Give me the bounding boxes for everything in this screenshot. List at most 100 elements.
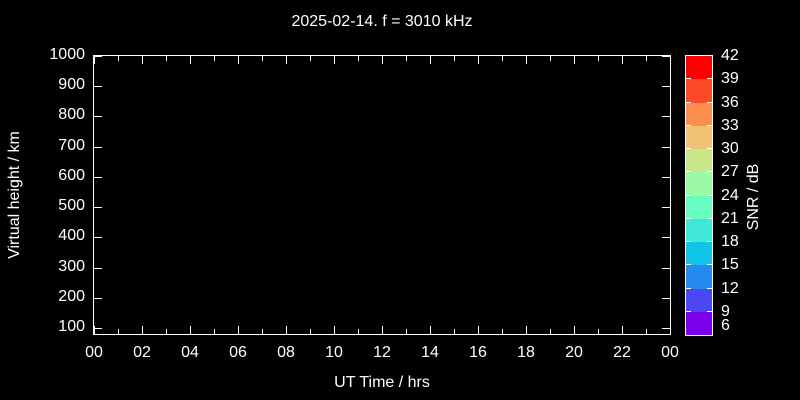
x-axis-tick-bottom: [406, 329, 407, 334]
x-axis-tick-top: [94, 56, 95, 64]
colorbar-tick-left: [686, 241, 691, 242]
y-tick-label: 1000: [49, 46, 85, 63]
colorbar-tick-label: 27: [721, 163, 739, 180]
x-axis-tick-top: [622, 56, 623, 64]
colorbar-tick-label: 30: [721, 140, 739, 157]
x-axis-tick-bottom: [166, 329, 167, 334]
y-axis-tick-left: [94, 207, 102, 208]
x-axis-tick-bottom: [358, 329, 359, 334]
x-tick-label: 10: [325, 344, 343, 361]
colorbar-segment: [686, 102, 712, 126]
colorbar-tick-left: [686, 78, 691, 79]
x-axis-tick-top: [262, 56, 263, 61]
colorbar-tick-left: [686, 171, 691, 172]
y-axis-tick-left: [94, 86, 102, 87]
colorbar-segment: [686, 125, 712, 149]
x-axis-tick-top: [190, 56, 191, 64]
x-axis-tick-top: [478, 56, 479, 64]
x-tick-label: 00: [661, 344, 679, 361]
x-axis-tick-top: [670, 56, 671, 64]
x-tick-label: 08: [277, 344, 295, 361]
x-axis-tick-bottom: [670, 326, 671, 334]
y-axis-tick-left: [94, 298, 102, 299]
x-axis-tick-bottom: [262, 329, 263, 334]
x-tick-label: 22: [613, 344, 631, 361]
colorbar-tick-right: [707, 218, 712, 219]
x-axis-tick-top: [430, 56, 431, 64]
colorbar-segment: [686, 242, 712, 266]
y-axis-tick-left: [94, 56, 102, 57]
y-axis-tick-left: [94, 268, 102, 269]
x-axis-tick-top: [142, 56, 143, 64]
y-axis-tick-right: [662, 116, 670, 117]
y-tick-label: 600: [58, 167, 85, 184]
x-tick-label: 20: [565, 344, 583, 361]
y-tick-label: 900: [58, 76, 85, 93]
x-axis-tick-bottom: [190, 326, 191, 334]
colorbar-tick-right: [707, 102, 712, 103]
colorbar-tick-left: [686, 148, 691, 149]
colorbar-tick-label: 33: [721, 117, 739, 134]
y-axis-tick-left: [94, 237, 102, 238]
y-axis-tick-right: [662, 328, 670, 329]
x-axis-tick-top: [382, 56, 383, 64]
colorbar-tick-left: [686, 264, 691, 265]
y-axis-tick-right: [662, 268, 670, 269]
colorbar-tick-right: [707, 311, 712, 312]
x-axis-tick-bottom: [214, 329, 215, 334]
colorbar-segment: [686, 218, 712, 242]
x-axis-tick-bottom: [238, 326, 239, 334]
colorbar-tick-right: [707, 125, 712, 126]
colorbar-tick-label: 24: [721, 187, 739, 204]
colorbar-tick-right: [707, 148, 712, 149]
x-axis-tick-top: [118, 56, 119, 61]
x-axis-tick-bottom: [430, 326, 431, 334]
x-tick-label: 06: [229, 344, 247, 361]
y-axis-tick-left: [94, 116, 102, 117]
colorbar-tick-left: [686, 311, 691, 312]
colorbar-tick-left: [686, 125, 691, 126]
colorbar-tick-label: 39: [721, 70, 739, 87]
x-axis-tick-top: [166, 56, 167, 61]
x-axis-tick-top: [502, 56, 503, 61]
colorbar-segment: [686, 288, 712, 312]
x-axis-tick-bottom: [526, 326, 527, 334]
y-axis-tick-left: [94, 177, 102, 178]
x-tick-label: 00: [85, 344, 103, 361]
x-axis-tick-top: [334, 56, 335, 64]
colorbar-tick-label: 12: [721, 280, 739, 297]
colorbar-tick-right: [707, 288, 712, 289]
y-axis-tick-right: [662, 86, 670, 87]
colorbar-segment: [686, 172, 712, 196]
colorbar-tick-right: [707, 264, 712, 265]
x-axis-tick-bottom: [334, 326, 335, 334]
colorbar-tick-left: [686, 102, 691, 103]
x-axis-tick-top: [598, 56, 599, 61]
x-axis-tick-bottom: [550, 329, 551, 334]
colorbar-tick-right: [707, 78, 712, 79]
y-axis-tick-left: [94, 328, 102, 329]
x-axis-tick-bottom: [454, 329, 455, 334]
y-axis-tick-right: [662, 147, 670, 148]
colorbar-segment: [686, 311, 712, 335]
x-axis-tick-top: [358, 56, 359, 61]
colorbar-tick-label: 6: [721, 317, 730, 334]
x-axis-tick-top: [574, 56, 575, 64]
x-tick-label: 14: [421, 344, 439, 361]
y-axis-tick-right: [662, 56, 670, 57]
x-tick-label: 12: [373, 344, 391, 361]
chart-title: 2025-02-14. f = 3010 kHz: [291, 13, 473, 30]
colorbar-segment: [686, 195, 712, 219]
x-axis-tick-bottom: [574, 326, 575, 334]
y-axis-title: Virtual height / km: [6, 131, 23, 259]
colorbar: [685, 55, 713, 336]
x-tick-label: 02: [133, 344, 151, 361]
x-axis-tick-top: [310, 56, 311, 61]
x-axis-tick-bottom: [94, 326, 95, 334]
y-tick-label: 400: [58, 227, 85, 244]
colorbar-segment: [686, 56, 712, 80]
colorbar-segment: [686, 79, 712, 103]
x-axis-tick-bottom: [502, 329, 503, 334]
x-axis-tick-bottom: [286, 326, 287, 334]
colorbar-tick-left: [686, 288, 691, 289]
